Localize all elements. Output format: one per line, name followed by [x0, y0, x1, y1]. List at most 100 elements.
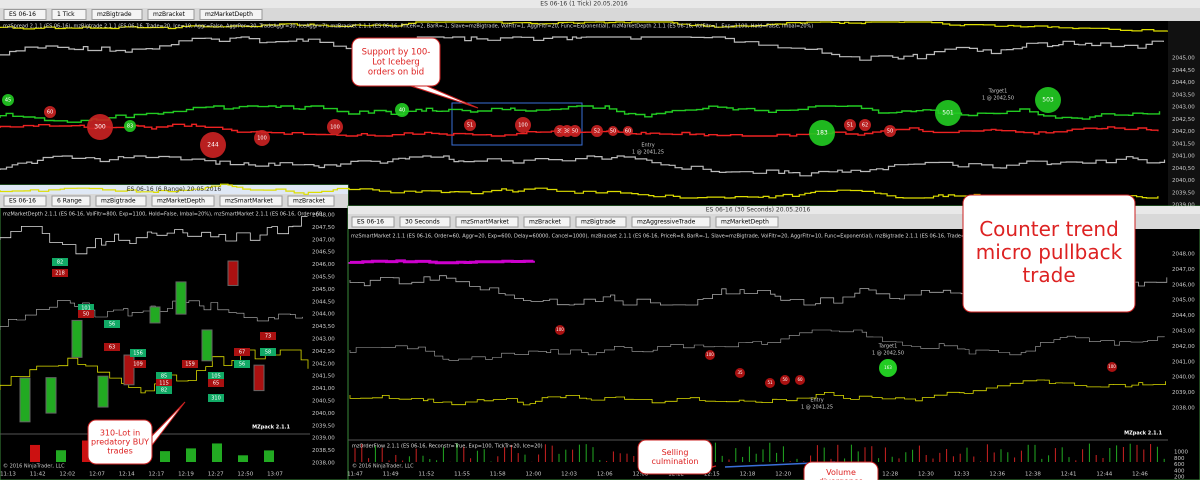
price-label: 2038,00 — [1172, 406, 1195, 412]
order-label: Entry — [641, 143, 654, 149]
toolbar-button-label: mzMarketDepth — [721, 219, 769, 226]
toolbar-button[interactable] — [51, 9, 87, 20]
toolbar-button[interactable] — [95, 195, 147, 207]
price-line — [0, 216, 308, 255]
cell — [156, 372, 172, 380]
callout-text: orders on bid — [368, 67, 424, 77]
bubble-label: 51 — [767, 380, 773, 385]
bubble — [780, 375, 790, 385]
cell-label: 218 — [55, 271, 65, 277]
price-label: 2040,00 — [1172, 375, 1195, 381]
time-label: 12:17 — [148, 472, 164, 478]
toolbar-button[interactable] — [631, 216, 711, 228]
bubble-label: 45 — [5, 98, 11, 104]
bubble-label: 100 — [257, 136, 267, 142]
cell — [104, 343, 120, 351]
bubble-label: 51 — [467, 123, 473, 129]
cell — [208, 379, 224, 387]
time-label: 11:55 — [454, 472, 470, 478]
toolbar-button[interactable] — [399, 216, 451, 228]
order-label: 1 @ 2041,25 — [632, 150, 664, 156]
time-label: 12:33 — [954, 472, 970, 478]
bubble — [859, 119, 871, 131]
cell — [234, 360, 250, 368]
price-label: 2046,00 — [312, 262, 335, 268]
toolbar-button[interactable] — [3, 9, 47, 20]
toolbar-button-label: mzBigtrade — [581, 219, 616, 226]
indicator-list: mzMarketDepth 2.1.1 (ES 06-16, VolFltr=8… — [3, 212, 324, 218]
toolbar-button[interactable] — [575, 216, 627, 228]
time-label: 12:44 — [1096, 472, 1112, 478]
time-label: 12:46 — [1132, 472, 1148, 478]
time-label: 12:03 — [561, 472, 577, 478]
volume-bar — [82, 440, 92, 462]
volume-bar — [238, 455, 248, 462]
time-label: 11:52 — [418, 472, 434, 478]
bubble-label: 50 — [782, 377, 788, 382]
bubble-label: 244 — [207, 142, 219, 149]
toolbar-button[interactable] — [51, 195, 91, 207]
price-axis — [1168, 21, 1200, 211]
toolbar-button[interactable] — [351, 216, 395, 228]
bubble — [735, 368, 745, 378]
bubble-label: 183 — [816, 130, 828, 137]
bubble-label: 51 — [847, 123, 853, 129]
bubble — [844, 119, 856, 131]
toolbar-button[interactable] — [455, 216, 519, 228]
callout — [637, 439, 713, 475]
callout-text: micro pullback — [976, 240, 1123, 264]
price-line — [0, 36, 1164, 61]
callout-text: Selling — [662, 448, 689, 457]
callout — [351, 37, 441, 87]
toolbar-button[interactable] — [199, 9, 263, 20]
cell — [182, 360, 198, 368]
candle — [253, 364, 265, 392]
toolbar-button[interactable] — [287, 195, 335, 207]
toolbar-button[interactable] — [715, 216, 779, 228]
window-title: ES 06-16 (30 Seconds) 20.05.2016 — [706, 207, 811, 214]
price-label: 2043,00 — [1172, 105, 1195, 111]
toolbar-button-label: ES 06-16 — [9, 11, 36, 18]
price-label: 2043,00 — [1172, 329, 1195, 335]
toolbar-button[interactable] — [91, 9, 143, 20]
price-label: 2043,50 — [312, 324, 335, 330]
price-label: 2041,00 — [312, 386, 335, 392]
cell-label: 105 — [211, 374, 221, 380]
bubble-label: 163 — [884, 365, 892, 370]
indicator-list: mzSpread 2.1.1 (ES 06-16), mzBigtrade 2.… — [3, 24, 813, 30]
bubble-label: 300 — [94, 124, 106, 131]
toolbar-button[interactable] — [147, 9, 195, 20]
bubble-label: 83 — [127, 124, 133, 130]
cell-label: 56 — [109, 322, 115, 328]
toolbar-button[interactable] — [219, 195, 283, 207]
toolbar-button-label: mzMarketDepth — [205, 11, 253, 18]
price-label: 2042,00 — [1172, 344, 1195, 350]
bubble — [705, 350, 715, 360]
brand: MZpack 2.1.1 — [1124, 431, 1162, 437]
time-label: 12:20 — [775, 472, 791, 478]
toolbar-button-label: ES 06-16 — [9, 198, 36, 205]
callout-text: Volume — [826, 468, 856, 477]
toolbar-button[interactable] — [151, 195, 215, 207]
time-label: 12:28 — [882, 472, 898, 478]
toolbar-button[interactable] — [3, 195, 47, 207]
toolbar-button-label: mzBigtrade — [101, 198, 136, 205]
price-label: 2041,50 — [312, 374, 335, 380]
price-label: 2039,00 — [1172, 203, 1195, 209]
price-label: 2044,00 — [312, 312, 335, 318]
price-label: 2045,00 — [312, 287, 335, 293]
bubble — [87, 114, 113, 140]
toolbar — [0, 8, 1200, 21]
indicator-list: mzSmartMarket 2.1.1 (ES 06-16, Order=60,… — [351, 234, 1027, 240]
time-label: 12:41 — [1061, 472, 1077, 478]
bubble — [765, 378, 775, 388]
toolbar-button[interactable] — [523, 216, 571, 228]
indicator-list: mzOrderFlow 2.1.1 (ES 06-16, Reconstr=Tr… — [352, 444, 543, 450]
cell-label: 65 — [213, 381, 219, 387]
time-label: 12:36 — [989, 472, 1005, 478]
bubble-label: 50 — [887, 129, 893, 135]
toolbar-button-label: mzBracket — [293, 198, 326, 205]
price-line — [0, 155, 1166, 177]
price-label: 800 — [1174, 456, 1185, 462]
price-label: 2041,00 — [1172, 154, 1195, 160]
